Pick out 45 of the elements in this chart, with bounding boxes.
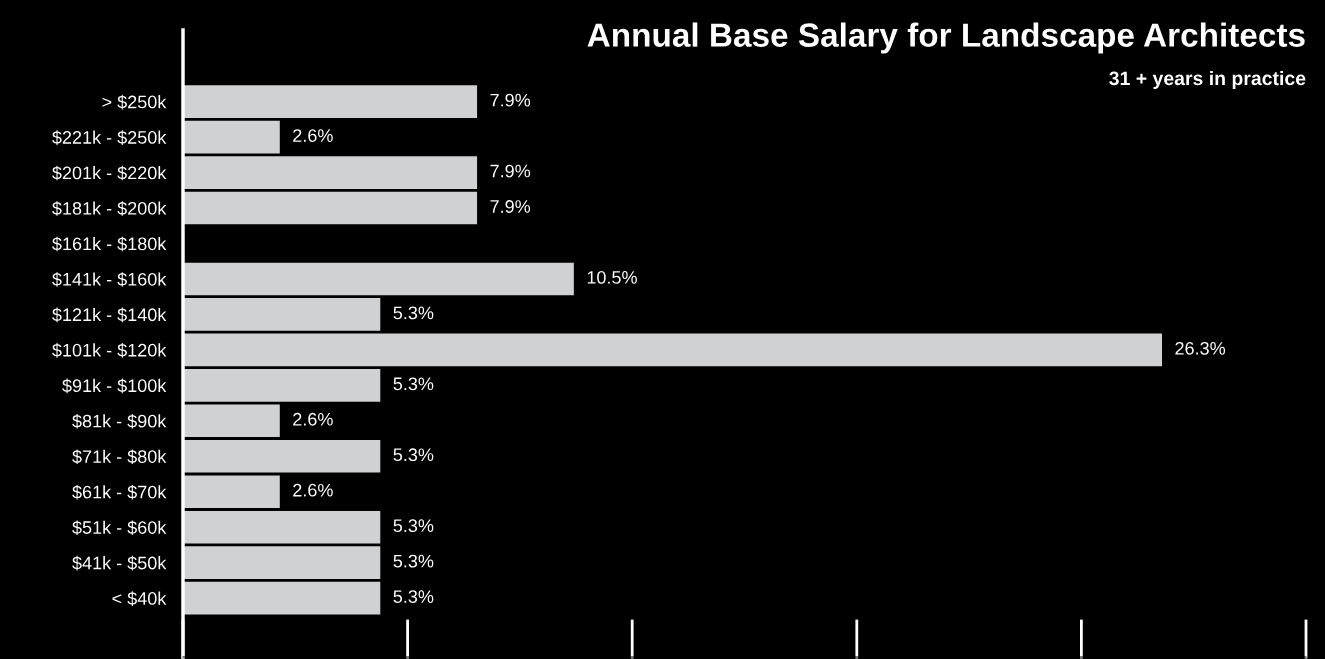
bar — [183, 439, 381, 473]
bar — [183, 510, 381, 544]
y-tick-label: $81k - $90k — [72, 413, 167, 429]
bar — [183, 120, 280, 154]
data-label: 5.3% — [393, 554, 434, 568]
y-tick-label: $61k - $70k — [72, 484, 167, 500]
data-label: 5.3% — [393, 519, 434, 533]
data-label: 2.6% — [293, 412, 333, 426]
data-label: 2.6% — [293, 129, 333, 142]
bar — [183, 333, 1162, 367]
y-tick-label: $181k - $200k — [52, 201, 167, 216]
y-tick-label: $201k - $220k — [52, 165, 167, 181]
y-tick-label: $161k - $180k — [52, 236, 167, 252]
y-tick-label: $141k - $160k — [52, 272, 167, 287]
y-tick-label: $121k - $140k — [52, 307, 167, 323]
bar — [183, 156, 478, 189]
data-label: 7.9% — [490, 164, 531, 178]
data-label: 5.3% — [393, 306, 434, 320]
bar — [183, 262, 574, 296]
bar — [183, 581, 381, 615]
bar — [183, 298, 381, 331]
data-label: 7.9% — [490, 93, 531, 107]
y-tick-label: $51k - $60k — [72, 520, 167, 535]
bar — [183, 191, 478, 225]
bar — [183, 546, 381, 579]
chart-title: Annual Base Salary for Landscape Architects — [587, 22, 1305, 54]
y-tick-label: $101k - $120k — [52, 343, 167, 358]
y-tick-label: > $250k — [102, 94, 167, 110]
data-label: 2.6% — [293, 483, 333, 497]
data-label: 7.9% — [490, 200, 531, 213]
data-label: 5.3% — [393, 377, 434, 391]
bar — [183, 369, 381, 402]
bar — [183, 404, 280, 438]
data-label: 5.3% — [393, 448, 434, 462]
y-tick-label: < $40k — [112, 591, 167, 606]
data-label: 26.3% — [1175, 341, 1226, 355]
bar — [183, 85, 478, 118]
y-tick-label: $91k - $100k — [62, 378, 167, 394]
data-label: 5.3% — [393, 590, 434, 603]
text: 31 + years in practice — [1109, 70, 1306, 90]
y-tick-label: $221k - $250k — [52, 130, 167, 145]
y-tick-label: $71k - $80k — [72, 449, 167, 465]
data-label: 10.5% — [587, 271, 637, 284]
bar — [183, 475, 280, 509]
y-tick-label: $41k - $50k — [72, 555, 167, 571]
